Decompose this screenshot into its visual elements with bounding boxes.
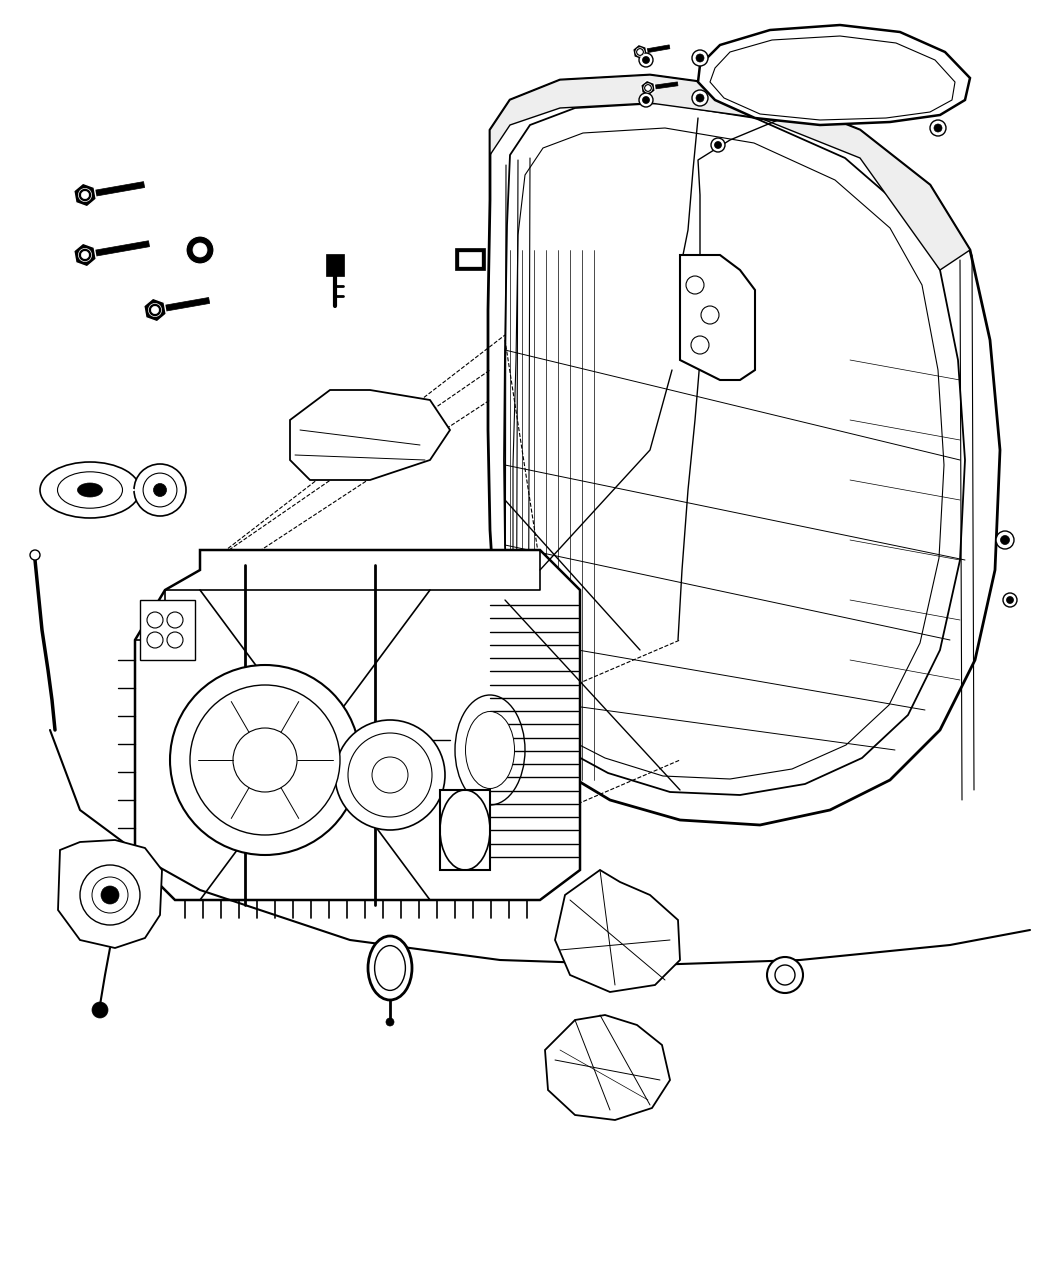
Polygon shape — [698, 26, 970, 125]
Circle shape — [692, 50, 708, 66]
Circle shape — [691, 337, 709, 354]
Circle shape — [80, 864, 140, 924]
Polygon shape — [144, 298, 166, 321]
Ellipse shape — [78, 483, 103, 497]
Polygon shape — [545, 1015, 670, 1119]
Circle shape — [686, 275, 704, 295]
Circle shape — [646, 85, 650, 91]
Circle shape — [193, 244, 207, 258]
Circle shape — [30, 550, 40, 560]
Polygon shape — [640, 80, 655, 96]
Polygon shape — [488, 75, 1000, 825]
Circle shape — [82, 191, 88, 199]
Polygon shape — [84, 181, 145, 198]
Ellipse shape — [134, 464, 186, 516]
Polygon shape — [459, 252, 481, 266]
Circle shape — [639, 93, 653, 107]
Circle shape — [167, 612, 183, 629]
Polygon shape — [440, 790, 490, 870]
Circle shape — [1007, 597, 1013, 603]
Polygon shape — [154, 297, 210, 312]
Circle shape — [635, 47, 645, 56]
Polygon shape — [490, 75, 970, 270]
Circle shape — [148, 303, 162, 316]
Ellipse shape — [143, 473, 176, 507]
Circle shape — [82, 251, 88, 259]
Ellipse shape — [58, 472, 123, 509]
Circle shape — [934, 124, 942, 133]
Circle shape — [644, 84, 652, 92]
Circle shape — [643, 97, 650, 103]
Circle shape — [147, 612, 163, 629]
Polygon shape — [140, 601, 195, 660]
Circle shape — [766, 958, 803, 993]
Ellipse shape — [375, 946, 405, 991]
Circle shape — [92, 1002, 108, 1017]
Circle shape — [696, 94, 704, 102]
Circle shape — [643, 56, 650, 64]
Circle shape — [639, 54, 653, 68]
Polygon shape — [555, 870, 680, 992]
Polygon shape — [648, 82, 678, 91]
Circle shape — [1001, 536, 1009, 544]
Circle shape — [186, 236, 214, 264]
Polygon shape — [84, 241, 149, 258]
Circle shape — [1003, 593, 1017, 607]
Circle shape — [348, 733, 432, 817]
Polygon shape — [504, 103, 965, 796]
Polygon shape — [633, 45, 648, 60]
Polygon shape — [710, 36, 956, 120]
Circle shape — [386, 1017, 394, 1026]
Ellipse shape — [368, 936, 412, 1000]
Circle shape — [696, 54, 704, 62]
Circle shape — [714, 142, 721, 148]
Circle shape — [167, 632, 183, 648]
Circle shape — [233, 728, 297, 792]
Circle shape — [775, 965, 795, 986]
Polygon shape — [290, 390, 450, 479]
Polygon shape — [58, 840, 162, 949]
Circle shape — [930, 120, 946, 136]
Polygon shape — [74, 184, 97, 207]
Circle shape — [711, 138, 724, 152]
Ellipse shape — [40, 462, 140, 518]
Circle shape — [151, 306, 159, 314]
Polygon shape — [680, 255, 755, 380]
Circle shape — [92, 877, 128, 913]
Circle shape — [637, 50, 643, 55]
Circle shape — [79, 249, 91, 261]
Circle shape — [190, 685, 340, 835]
Polygon shape — [74, 244, 97, 266]
Circle shape — [335, 720, 445, 830]
Ellipse shape — [455, 695, 525, 805]
Circle shape — [79, 189, 91, 201]
Circle shape — [147, 632, 163, 648]
Circle shape — [101, 886, 119, 904]
Polygon shape — [135, 550, 580, 900]
Circle shape — [701, 306, 719, 324]
Circle shape — [996, 530, 1014, 550]
Ellipse shape — [465, 711, 514, 788]
Polygon shape — [326, 254, 344, 275]
Ellipse shape — [153, 483, 167, 496]
Polygon shape — [513, 128, 944, 779]
Circle shape — [692, 91, 708, 106]
Circle shape — [372, 757, 408, 793]
Circle shape — [170, 666, 360, 856]
Polygon shape — [639, 45, 670, 54]
Polygon shape — [455, 249, 485, 270]
